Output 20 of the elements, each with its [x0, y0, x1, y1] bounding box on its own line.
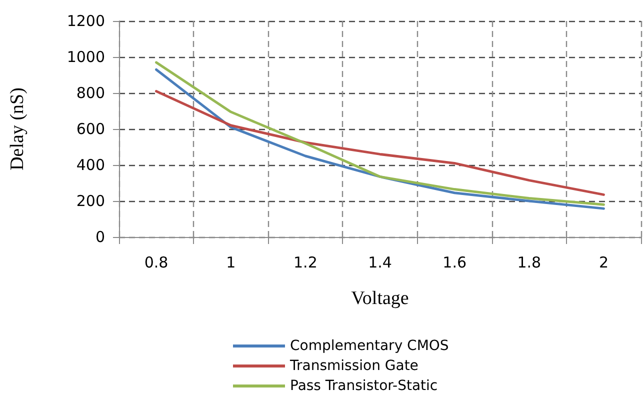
legend-label: Complementary CMOS — [290, 338, 449, 354]
y-tick-label: 600 — [76, 120, 105, 138]
y-tick-label: 1200 — [66, 12, 105, 30]
x-tick-label: 1.8 — [517, 254, 542, 272]
y-tick-label: 1000 — [66, 48, 105, 66]
y-tick-label: 800 — [76, 84, 105, 102]
y-tick-label: 0 — [95, 228, 105, 246]
x-tick-label: 0.8 — [144, 254, 168, 272]
legend-label: Pass Transistor-Static — [290, 378, 438, 394]
x-tick-label: 1.4 — [368, 254, 392, 272]
legend-label: Transmission Gate — [289, 358, 418, 374]
y-axis-title: Delay (nS) — [7, 88, 28, 170]
x-tick-label: 1.2 — [294, 254, 318, 272]
y-tick-label: 200 — [76, 192, 105, 210]
x-tick-label: 1 — [226, 254, 236, 272]
y-tick-label: 400 — [76, 156, 105, 174]
line-series — [155, 90, 605, 196]
x-axis-title: Voltage — [351, 288, 409, 309]
x-tick-label: 2 — [598, 254, 608, 272]
x-tick-label: 1.6 — [442, 254, 466, 272]
